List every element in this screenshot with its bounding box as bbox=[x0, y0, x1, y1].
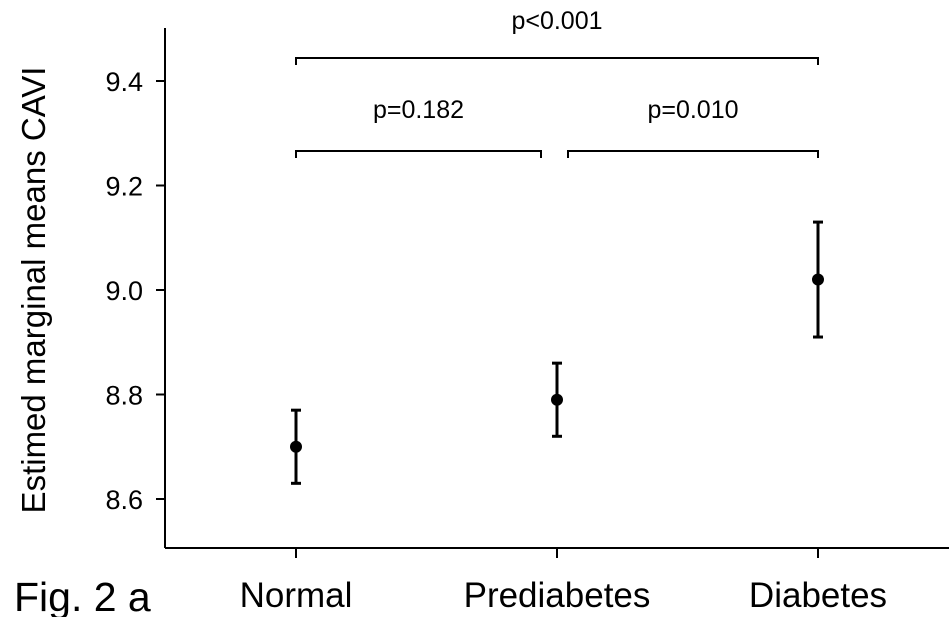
y-tick-label: 9.4 bbox=[105, 67, 143, 97]
significance-brackets: p<0.001 p=0.182 p=0.010 bbox=[295, 7, 819, 158]
x-tick-label: Diabetes bbox=[749, 576, 887, 615]
data-point bbox=[290, 440, 302, 453]
x-tick-label: Normal bbox=[240, 576, 353, 615]
p-value-label: p=0.182 bbox=[373, 96, 464, 124]
x-ticks: Normal Prediabetes Diabetes bbox=[240, 548, 887, 615]
y-ticks: 8.6 8.8 9.0 9.2 9.4 bbox=[105, 67, 165, 515]
y-tick-label: 9.2 bbox=[105, 172, 143, 202]
axes bbox=[164, 28, 949, 549]
comparison-bracket bbox=[295, 150, 542, 158]
data-point bbox=[551, 393, 563, 406]
y-tick-label: 8.8 bbox=[105, 381, 143, 411]
y-axis-label: Estimed marginal means CAVI bbox=[15, 67, 52, 514]
data-point bbox=[812, 273, 824, 286]
x-tick-label: Prediabetes bbox=[464, 576, 651, 615]
comparison-bracket bbox=[295, 57, 819, 65]
figure-label: Fig. 2 a bbox=[14, 574, 151, 617]
y-tick-label: 9.0 bbox=[105, 276, 143, 306]
y-tick-label: 8.6 bbox=[105, 485, 143, 515]
data-points bbox=[290, 220, 824, 485]
p-value-label: p<0.001 bbox=[511, 7, 602, 35]
p-value-label: p=0.010 bbox=[647, 96, 738, 124]
comparison-bracket bbox=[567, 150, 819, 158]
